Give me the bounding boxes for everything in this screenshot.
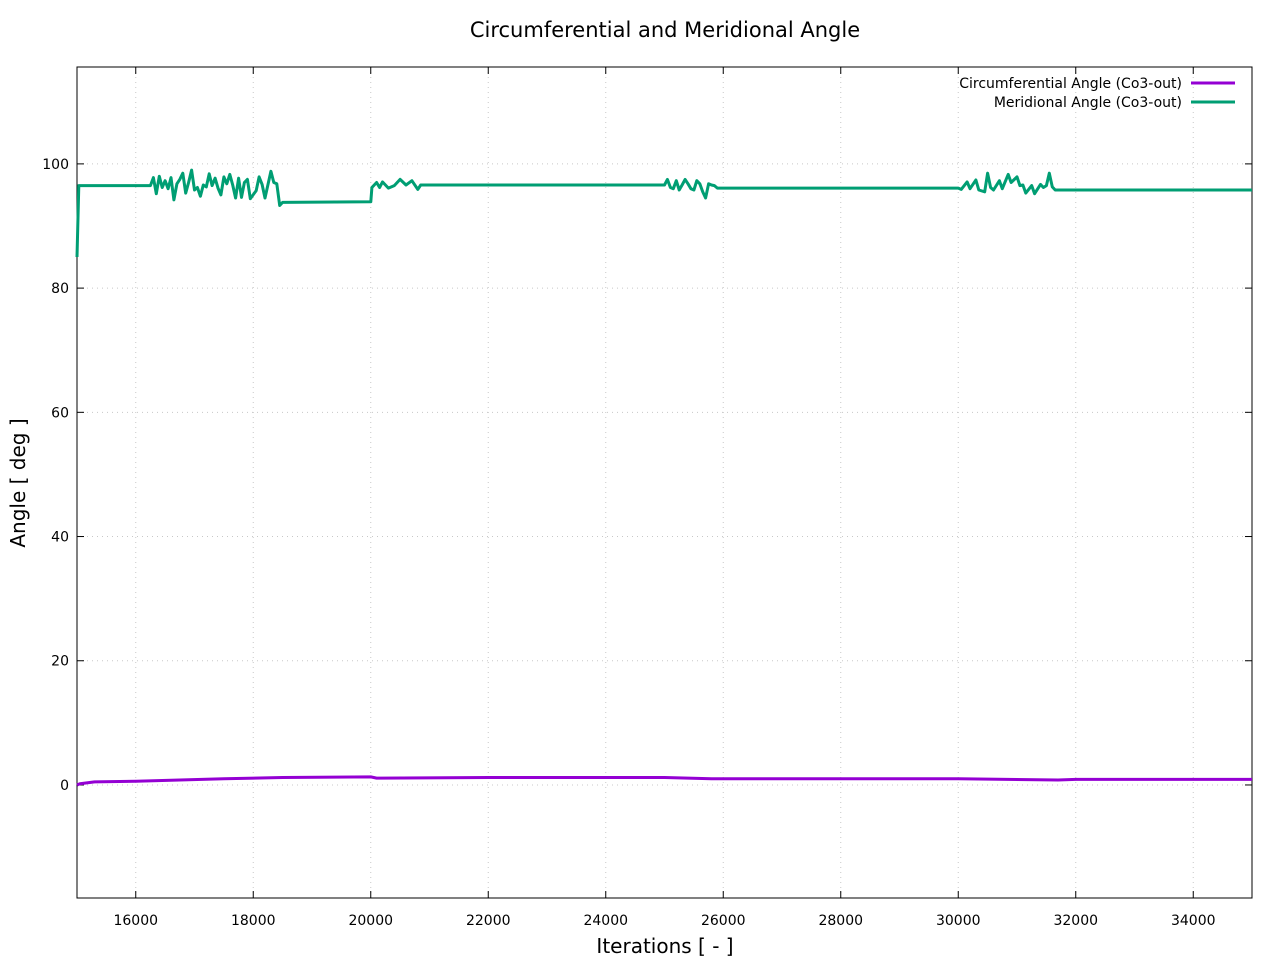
series bbox=[75, 168, 1252, 787]
series-line-meridional bbox=[75, 168, 1252, 258]
chart-title: Circumferential and Meridional Angle bbox=[470, 18, 860, 42]
y-tick-label: 40 bbox=[51, 530, 69, 546]
x-tick-label: 26000 bbox=[701, 913, 746, 929]
series-line-circumferential bbox=[76, 775, 1252, 787]
x-tick-label: 28000 bbox=[818, 913, 863, 929]
x-tick-label: 22000 bbox=[466, 913, 511, 929]
legend-label-meridional: Meridional Angle (Co3-out) bbox=[994, 95, 1182, 111]
x-tick-label: 16000 bbox=[113, 913, 158, 929]
x-tick-label: 18000 bbox=[231, 913, 276, 929]
x-tick-label: 20000 bbox=[348, 913, 393, 929]
x-tick-label: 32000 bbox=[1053, 913, 1098, 929]
x-tick-label: 34000 bbox=[1171, 913, 1216, 929]
x-tick-label: 30000 bbox=[936, 913, 981, 929]
y-tick-label: 60 bbox=[51, 405, 69, 421]
plot-frame bbox=[76, 66, 1253, 899]
y-tick-label: 100 bbox=[42, 157, 69, 173]
x-tick-label: 24000 bbox=[583, 913, 628, 929]
x-axis-label: Iterations [ - ] bbox=[596, 934, 733, 958]
y-axis-label: Angle [ deg ] bbox=[6, 418, 30, 547]
legend: Circumferential Angle (Co3-out) Meridion… bbox=[959, 76, 1235, 111]
y-tick-label: 20 bbox=[51, 654, 69, 670]
y-tick-label: 0 bbox=[60, 778, 69, 794]
legend-label-circumferential: Circumferential Angle (Co3-out) bbox=[959, 76, 1182, 92]
y-tick-label: 80 bbox=[51, 281, 69, 297]
grid bbox=[77, 67, 1252, 898]
ticks: 16000 18000 20000 22000 24000 26000 28000 30000… bbox=[42, 67, 1252, 929]
